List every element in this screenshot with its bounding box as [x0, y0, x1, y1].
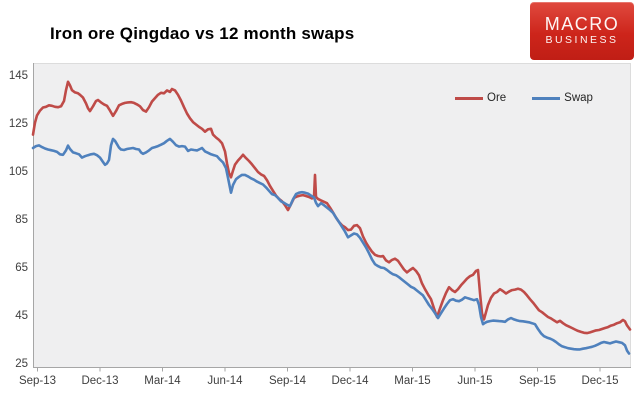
y-tick-label: 25 [15, 358, 28, 370]
x-tick-label: Jun-14 [207, 375, 243, 387]
x-tick-label: Dec-15 [581, 375, 619, 387]
x-tick-label: Sep-15 [518, 375, 557, 387]
legend-item-ore: Ore [455, 92, 506, 104]
x-tick-label: Sep-14 [268, 375, 307, 387]
x-tick-label: Jun-15 [457, 375, 493, 387]
legend-swatch-icon [532, 96, 561, 100]
series-line-ore [31, 80, 632, 335]
y-tick-label: 105 [8, 166, 28, 178]
plot-area [33, 63, 631, 367]
macrobusiness-logo: MACRO BUSINESS [530, 2, 634, 60]
legend-label: Swap [564, 92, 593, 104]
y-tick-label: 65 [15, 262, 28, 274]
chart-title: Iron ore Qingdao vs 12 month swaps [50, 24, 355, 43]
logo-text-macro: MACRO [544, 14, 620, 34]
y-tick-label: 45 [15, 310, 28, 322]
logo-text-business: BUSINESS [545, 34, 619, 46]
x-tick-label: Mar-15 [394, 375, 431, 387]
x-tick-label: Dec-13 [81, 375, 119, 387]
y-tick-label: 145 [8, 70, 28, 82]
legend-label: Ore [487, 92, 507, 104]
x-tick-label: Sep-13 [18, 375, 57, 387]
legend-item-swap: Swap [532, 92, 593, 104]
x-tick-label: Mar-14 [144, 375, 181, 387]
y-tick-label: 125 [8, 118, 28, 130]
legend-swatch-icon [455, 96, 483, 100]
x-tick-label: Dec-14 [331, 375, 369, 387]
y-tick-label: 85 [15, 214, 28, 226]
series-line-swap [31, 137, 631, 355]
chart-legend: Ore Swap [455, 92, 593, 104]
